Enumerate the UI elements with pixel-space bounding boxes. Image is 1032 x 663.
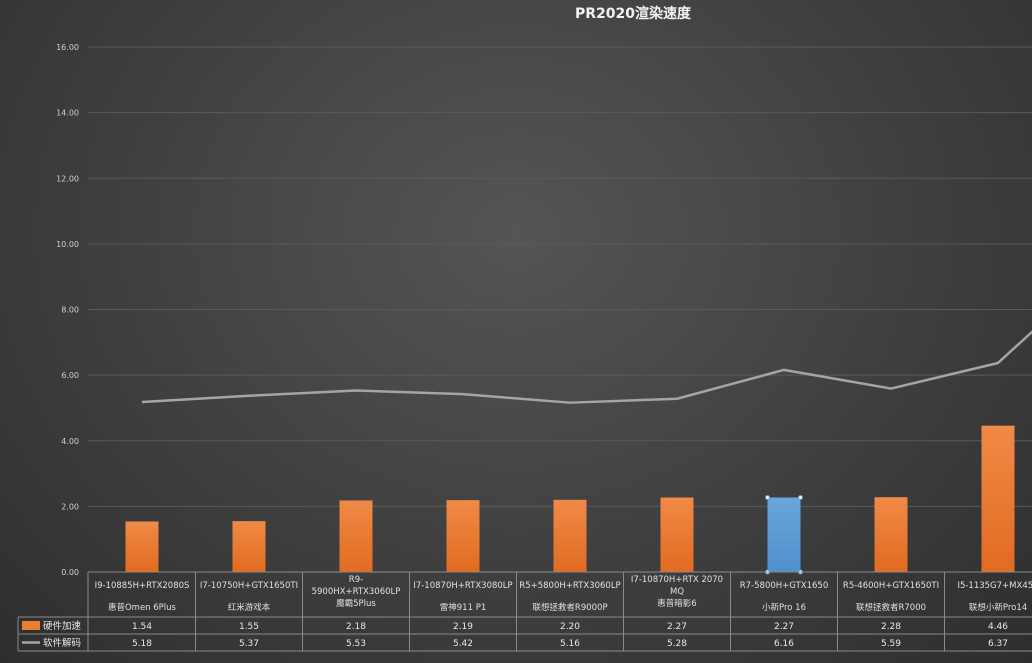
table-cell-software: 5.16 (560, 639, 580, 649)
table-cell-hardware: 4.46 (988, 622, 1008, 632)
table-cell-software: 5.18 (132, 639, 152, 649)
table-cell-software: 5.42 (453, 639, 473, 649)
category-label: R9- (349, 575, 363, 585)
chart-title: PR2020渲染速度 (575, 5, 692, 22)
legend-label-hardware: 硬件加速 (43, 620, 82, 632)
selection-handle (798, 495, 803, 501)
category-label: 联想拯救者R7000 (856, 602, 926, 613)
y-tick-label: 8.00 (61, 306, 79, 315)
y-tick-label: 14.00 (56, 109, 79, 118)
selection-handle (765, 495, 770, 501)
category-label: 魔霸5Plus (336, 598, 376, 609)
category-label: 联想小新Pro14 (969, 602, 1027, 613)
category-label: 联想拯救者R9000P (532, 602, 607, 613)
bar-selected (767, 497, 801, 572)
y-tick-label: 4.00 (61, 437, 79, 446)
category-label: R5+5800H+RTX3060LP (519, 581, 620, 591)
table-cell-hardware: 2.27 (774, 622, 794, 632)
table-cell-hardware: 2.27 (667, 622, 687, 632)
category-label: 惠普暗影6 (657, 598, 696, 609)
y-tick-label: 6.00 (61, 371, 79, 380)
y-tick-label: 0.00 (61, 568, 79, 577)
table-cell-hardware: 2.18 (346, 622, 366, 632)
table-cell-hardware: 1.55 (239, 622, 259, 632)
legend-key-hardware (22, 621, 40, 630)
table-cell-software: 6.37 (988, 639, 1008, 649)
bar (232, 521, 266, 572)
category-label: R7-5800H+GTX1650 (740, 581, 828, 591)
legend-label-software: 软件解码 (43, 637, 81, 649)
y-tick-label: 10.00 (56, 240, 79, 249)
bar (446, 500, 480, 572)
table-cell-software: 5.37 (239, 639, 259, 649)
line-layer (141, 330, 1032, 404)
bar (339, 500, 373, 572)
bar (981, 425, 1015, 572)
table-cell-hardware: 2.28 (881, 622, 901, 632)
bar (553, 499, 587, 572)
category-label: I5-1135G7+MX450 (957, 581, 1032, 591)
y-tick-label: 16.00 (56, 43, 79, 52)
category-label: 5900HX+RTX3060LP (312, 587, 401, 597)
table-cell-software: 5.28 (667, 639, 687, 649)
category-label: 雷神911 P1 (440, 602, 486, 613)
table-cell-hardware: 2.20 (560, 622, 580, 632)
category-label: I9-10885H+RTX2080S (95, 581, 190, 591)
table-cell-hardware: 2.19 (453, 622, 473, 632)
bars-layer (125, 425, 1015, 575)
category-label: 红米游戏本 (228, 602, 271, 613)
table-cell-hardware: 1.54 (132, 622, 152, 632)
category-label: 惠普Omen 6Plus (108, 602, 177, 613)
grid-layer (88, 46, 1032, 573)
y-tick-label: 2.00 (61, 502, 79, 511)
category-label: MQ (670, 587, 684, 597)
bar (125, 521, 159, 572)
table-cell-software: 6.16 (774, 639, 794, 649)
category-label: R5-4600H+GTX1650TI (843, 581, 939, 591)
data-table: I9-10885H+RTX2080S 惠普Omen 6Plus I7-10750H+… (17, 571, 1032, 652)
category-label: 小新Pro 16 (762, 602, 806, 613)
bar (660, 497, 694, 572)
y-axis-ticks: 0.00 2.00 4.00 6.00 8.00 10.00 12.00 14.00 16.00 (56, 43, 79, 577)
category-label: I7-10750H+GTX1650TI (200, 581, 298, 591)
bar (874, 497, 908, 572)
table-cell-software: 5.59 (881, 639, 901, 649)
series-line-software-decode (141, 330, 1032, 404)
table-cell-software: 5.53 (346, 639, 366, 649)
category-label: I7-10870H+RTX 2070 (631, 575, 723, 585)
category-label: I7-10870H+RTX3080LP (413, 581, 512, 591)
y-tick-label: 12.00 (56, 174, 79, 183)
